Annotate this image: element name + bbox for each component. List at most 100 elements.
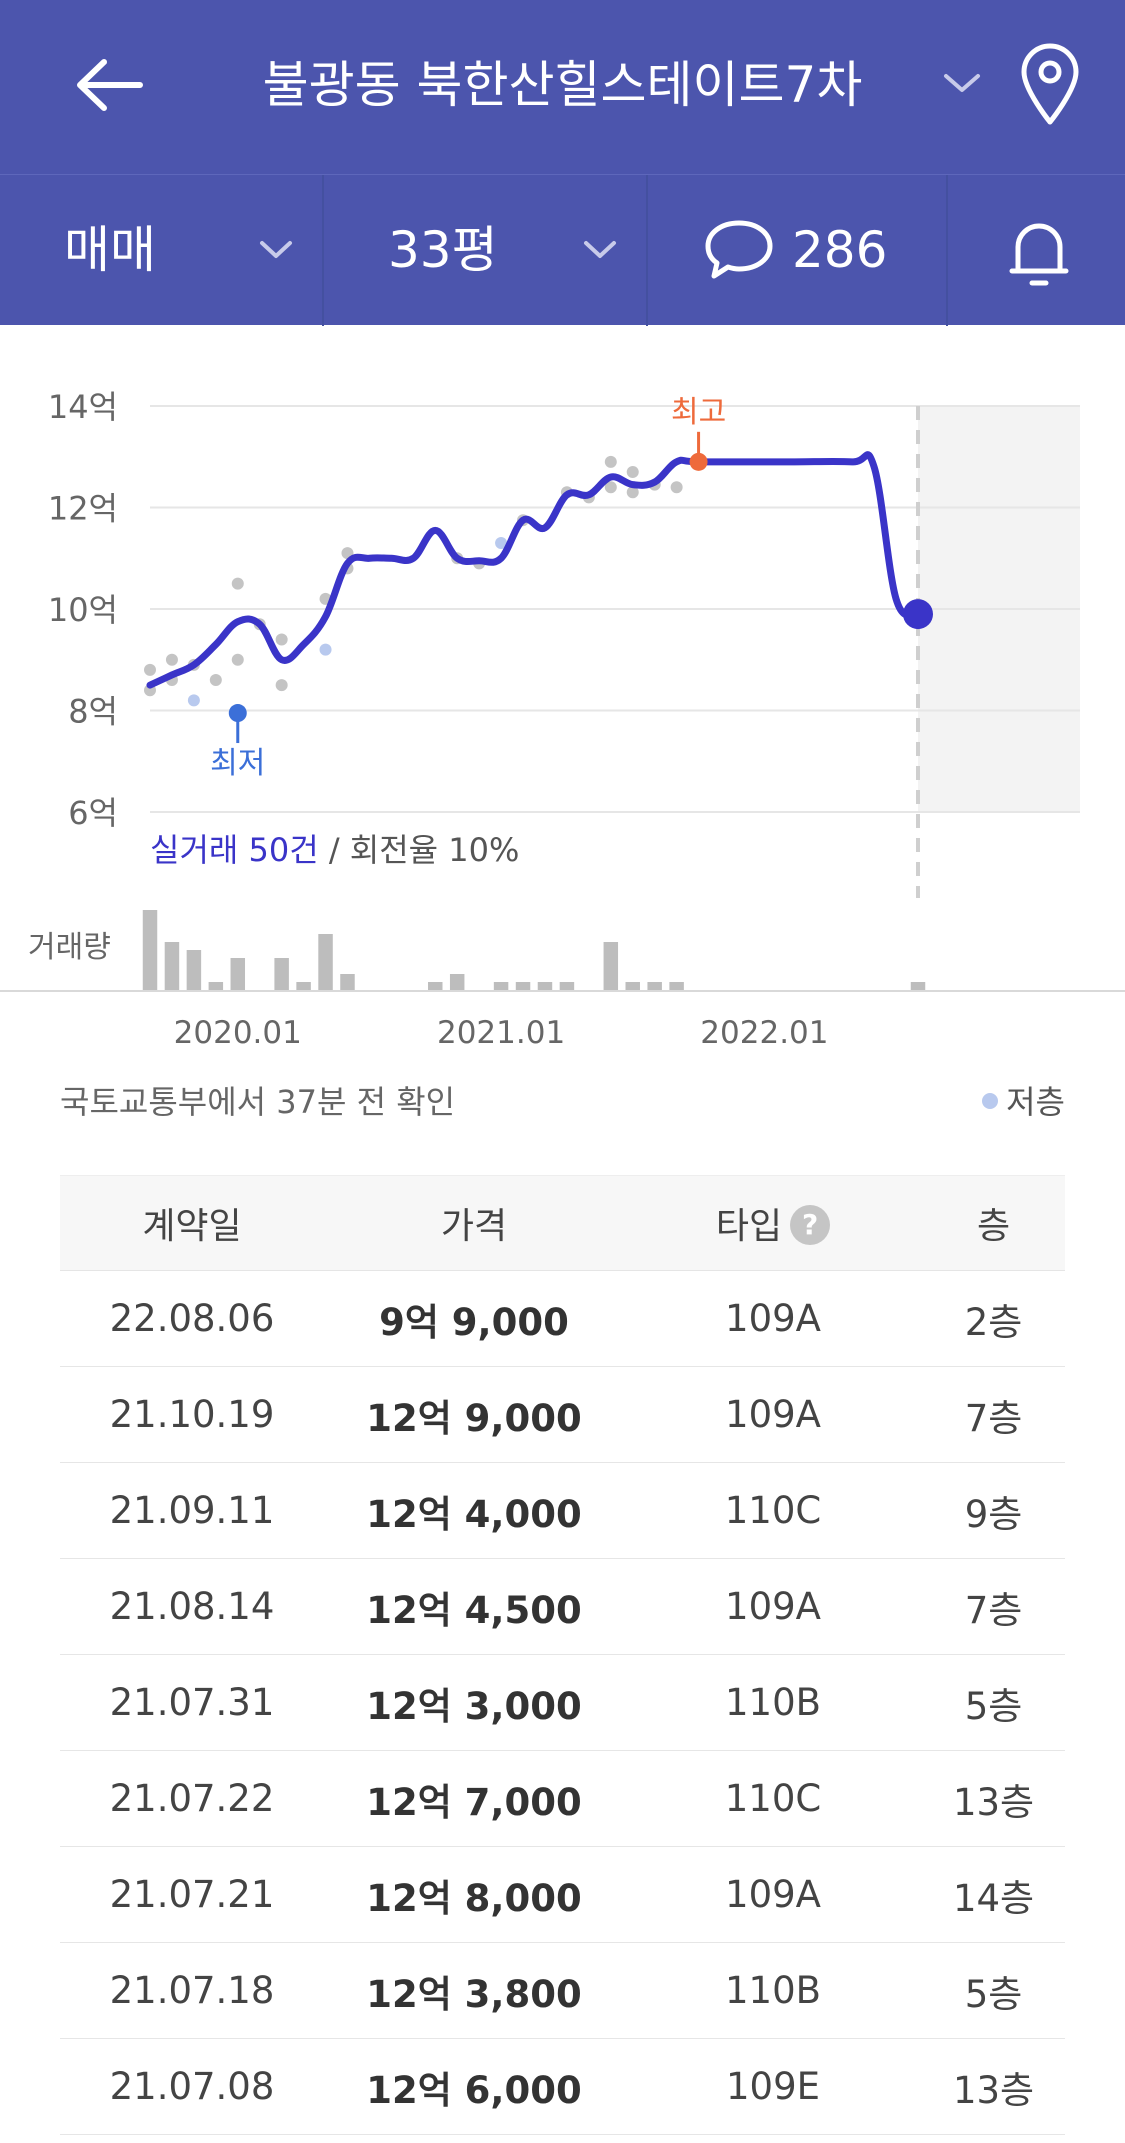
volume-bar — [603, 942, 619, 990]
transaction-dot — [231, 577, 244, 590]
chevron-down-icon — [584, 241, 616, 258]
cell-date: 22.08.06 — [109, 1297, 275, 1340]
volume-bar — [625, 982, 640, 990]
volume-bar — [428, 982, 443, 990]
price-chart[interactable]: 14억 12억 10억 8억 6억 최고 최저 실거래 50건 / 회전율 10% 거래량 202… — [0, 325, 1125, 1085]
deal-type-label: 매매 — [64, 221, 156, 279]
cell-floor: 7층 — [964, 1396, 1023, 1440]
comment-count: 286 — [792, 221, 888, 279]
volume-bar — [186, 950, 202, 990]
transaction-dot — [604, 481, 617, 494]
cell-price: 12억 3,000 — [366, 1684, 582, 1728]
table-row[interactable]: 21.10.19 12억 9,000 109A 7층 — [60, 1367, 1065, 1463]
volume-bar — [647, 982, 662, 990]
size-label: 33평 — [388, 221, 498, 279]
max-label: 최고 — [671, 395, 726, 430]
trade-summary: 실거래 50건 / 회전율 10% — [150, 831, 519, 869]
table-row[interactable]: 21.09.11 12억 4,000 110C 9층 — [60, 1463, 1065, 1559]
table-row[interactable]: 21.07.21 12억 8,000 109A 14층 — [60, 1847, 1065, 1943]
header-floor: 층 — [976, 1206, 1011, 1247]
cell-type: 110B — [724, 1681, 821, 1724]
header-date: 계약일 — [142, 1206, 242, 1247]
divider — [322, 175, 324, 326]
cell-date: 21.07.21 — [109, 1873, 275, 1916]
x-tick-label: 2021.01 — [437, 1015, 565, 1051]
current-price-marker — [903, 599, 933, 630]
transaction-dot — [275, 633, 288, 646]
transaction-dot-low-floor — [495, 537, 508, 550]
cell-floor: 2층 — [964, 1300, 1023, 1344]
map-pin-icon[interactable] — [1018, 42, 1082, 126]
transaction-dot — [626, 465, 639, 478]
cell-date: 21.10.19 — [109, 1393, 275, 1436]
cell-type: 109A — [725, 1873, 821, 1916]
help-icon[interactable]: ? — [790, 1205, 831, 1245]
volume-bar — [537, 982, 553, 990]
y-tick-label: 10억 — [48, 591, 118, 629]
transaction-dot — [670, 481, 683, 494]
table-row[interactable]: 21.07.18 12억 3,800 110B 5층 — [60, 1943, 1065, 2039]
transaction-dot-low-floor — [187, 694, 200, 707]
y-tick-label: 12억 — [48, 490, 118, 528]
cell-type: 109A — [725, 1393, 821, 1436]
transaction-dot — [275, 679, 288, 692]
cell-price: 12억 4,000 — [366, 1492, 582, 1536]
price-line — [146, 451, 922, 689]
table-row[interactable]: 21.07.22 12억 7,000 110C 13층 — [60, 1751, 1065, 1847]
volume-bar — [318, 934, 333, 990]
x-tick-label: 2022.01 — [700, 1015, 828, 1051]
legend-low-floor: 저층 — [982, 1080, 1065, 1124]
y-tick-label: 14억 — [48, 388, 118, 426]
comments-button[interactable]: 286 — [648, 175, 948, 326]
legend-label: 저층 — [1006, 1083, 1065, 1121]
table-row[interactable]: 22.08.06 9억 9,000 109A 2층 — [60, 1271, 1065, 1367]
table-body: 22.08.06 9억 9,000 109A 2층 21.10.19 12억 9,000 1… — [60, 1271, 1065, 2135]
y-tick-label: 6억 — [68, 794, 118, 832]
cell-floor: 5층 — [964, 1972, 1023, 2016]
min-marker — [228, 704, 247, 723]
chevron-down-icon — [260, 241, 292, 258]
deal-type-dropdown[interactable]: 매매 — [0, 175, 324, 326]
y-tick-label: 8억 — [68, 693, 118, 731]
back-arrow-icon[interactable] — [70, 50, 150, 120]
top-app-bar: 불광동 북한산힐스테이트7차 — [0, 0, 1125, 174]
max-marker — [689, 452, 708, 471]
page-title[interactable]: 불광동 북한산힐스테이트7차 — [262, 56, 863, 114]
cell-type: 109A — [725, 1585, 821, 1628]
cell-type: 109A — [725, 1297, 821, 1340]
cell-floor: 5층 — [964, 1684, 1023, 1728]
volume-bar — [515, 982, 531, 990]
cell-type: 110C — [724, 1777, 822, 1820]
transaction-dot — [165, 653, 178, 666]
header-type: 타입? — [624, 1197, 922, 1249]
sync-note: 국토교통부에서 37분 전 확인 — [60, 1083, 456, 1121]
filter-bar: 매매 33평 286 — [0, 174, 1125, 326]
cell-floor: 13층 — [952, 1780, 1035, 1824]
bell-icon[interactable] — [1008, 215, 1070, 291]
divider — [946, 175, 948, 326]
volume-bar — [340, 974, 355, 990]
cell-price: 9억 9,000 — [379, 1300, 569, 1344]
cell-floor: 7층 — [964, 1588, 1023, 1632]
table-row[interactable]: 21.07.31 12억 3,000 110B 5층 — [60, 1655, 1065, 1751]
cell-date: 21.08.14 — [109, 1585, 275, 1628]
cell-date: 21.07.31 — [109, 1681, 275, 1724]
min-label: 최저 — [210, 746, 265, 781]
table-row[interactable]: 21.08.14 12억 4,500 109A 7층 — [60, 1559, 1065, 1655]
transaction-dot — [604, 455, 617, 468]
table-row[interactable]: 21.07.08 12억 6,000 109E 13층 — [60, 2039, 1065, 2135]
transaction-dot — [626, 486, 639, 499]
cell-price: 12억 6,000 — [366, 2068, 582, 2112]
volume-bar — [449, 974, 465, 990]
cell-date: 21.09.11 — [109, 1489, 275, 1532]
cell-type: 110B — [724, 1969, 821, 2012]
volume-bar — [559, 982, 575, 990]
size-dropdown[interactable]: 33평 — [324, 175, 648, 326]
transaction-dot — [144, 663, 156, 676]
header-type-label: 타입 — [715, 1206, 783, 1247]
cell-price: 12억 9,000 — [366, 1396, 582, 1440]
transaction-dot-low-floor — [319, 643, 332, 656]
chevron-down-icon[interactable] — [940, 64, 984, 104]
cell-price: 12억 7,000 — [366, 1780, 582, 1824]
